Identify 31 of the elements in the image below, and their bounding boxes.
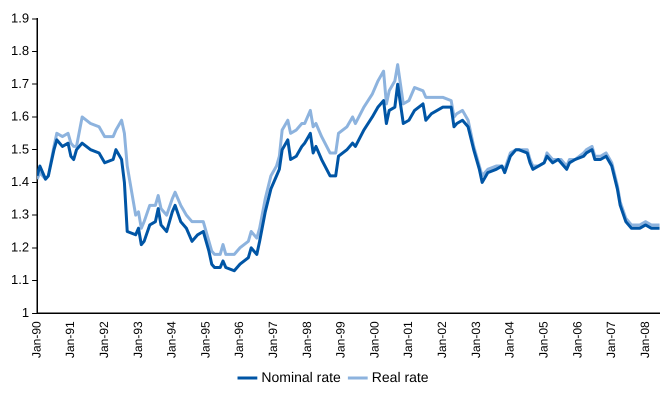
y-tick-label: 1.6 [10, 108, 30, 124]
x-tick-label: Jan-01 [401, 320, 416, 358]
x-tick-label: Jan-06 [570, 320, 584, 358]
x-tick-label: Jan-00 [367, 320, 382, 358]
y-tick-label: 1.4 [10, 174, 30, 189]
x-tick-label: Jan-96 [232, 320, 246, 358]
x-tick-label: Jan-99 [334, 320, 348, 358]
y-tick-label: 1 [22, 304, 30, 320]
x-tick-label: Jan-03 [468, 320, 483, 358]
legend-label: Real rate [372, 368, 429, 385]
y-tick-label: 1.3 [10, 206, 30, 222]
x-tick-label: Jan-98 [300, 320, 314, 358]
x-tick-label: Jan-92 [96, 320, 111, 358]
x-tick-label: Jan-90 [29, 320, 44, 358]
x-tick-label: Jan-93 [130, 320, 145, 358]
x-tick-label: Jan-91 [63, 320, 78, 358]
x-tick-label: Jan-05 [536, 320, 550, 358]
y-tick-label: 1.8 [10, 43, 30, 58]
y-tick-label: 1.5 [10, 141, 30, 156]
x-tick-label: Jan-04 [502, 320, 517, 358]
y-tick-label: 1.7 [10, 76, 30, 91]
x-tick-label: Jan-95 [198, 320, 212, 358]
y-tick-label: 1.9 [10, 10, 30, 26]
x-tick-label: Jan-08 [638, 320, 652, 358]
x-tick-label: Jan-94 [164, 320, 179, 358]
y-tick-label: 1.2 [10, 239, 30, 254]
x-tick-label: Jan-02 [435, 320, 450, 358]
x-tick-label: Jan-97 [266, 320, 280, 358]
x-tick-label: Jan-07 [604, 320, 618, 358]
y-tick-label: 1.1 [10, 272, 30, 288]
legend-label: Nominal rate [261, 368, 341, 385]
